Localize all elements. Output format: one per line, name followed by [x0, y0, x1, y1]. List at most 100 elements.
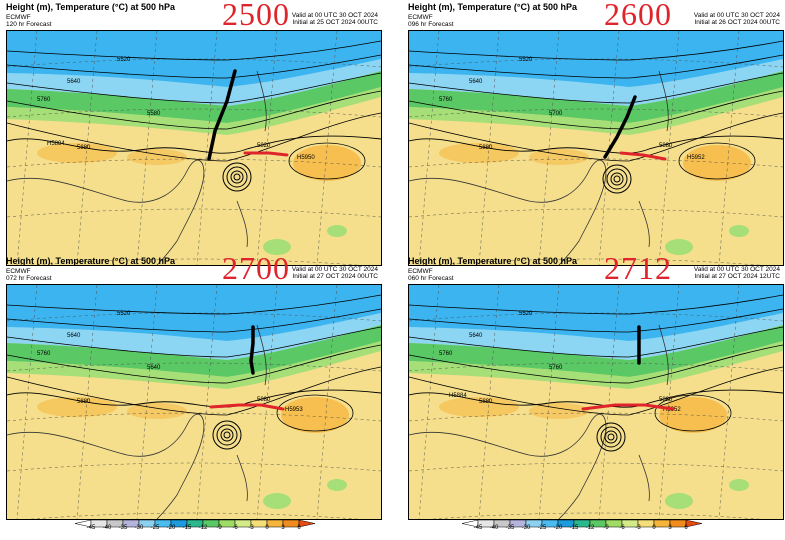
colorbar-tick-label: -9 — [603, 525, 609, 531]
colorbar-tick-label: -45 — [86, 525, 96, 531]
map-area: 5520 5640 5760 5640 5880 5880 H5953 — [6, 284, 382, 520]
trough-axis-line — [603, 95, 637, 159]
panel-2600: Height (m), Temperature (°C) at 500 hPa … — [406, 0, 784, 266]
contour-label: 5640 — [147, 365, 161, 371]
initial-time: Initial at 25 OCT 2024 00UTC — [292, 19, 378, 26]
contour-label: 5700 — [549, 111, 563, 117]
ridge-axis-line — [243, 151, 289, 157]
initial-time: Initial at 27 OCT 2024 12UTC — [694, 273, 780, 280]
typhoon-contour — [223, 431, 231, 439]
initial-time: Initial at 27 OCT 2024 00UTC — [292, 273, 378, 280]
height-contour — [7, 54, 381, 79]
colorbar-svg — [74, 519, 316, 528]
typhoon-contour — [233, 173, 241, 181]
lat-line — [430, 512, 762, 519]
colorbar-tick-label: -6 — [619, 525, 625, 531]
colorbar-tick-label: -3 — [248, 525, 254, 531]
run-stamp: 2600 — [604, 0, 672, 32]
lat-line — [7, 312, 381, 322]
height-contour — [409, 112, 783, 162]
contour-5880 — [409, 135, 783, 154]
warm-patch — [281, 397, 349, 433]
warm-patch — [37, 397, 117, 417]
forecast-hour: 060 hr Forecast — [408, 275, 454, 282]
ridge-axis-line — [581, 403, 675, 411]
height-contour — [7, 294, 381, 315]
colorbar-tick-label: -40 — [102, 525, 112, 531]
colorbar-swatch — [685, 519, 703, 528]
contour-label: 5880 — [479, 145, 493, 151]
panel-title: Height (m), Temperature (°C) at 500 hPa — [6, 256, 175, 266]
contour-label: 5880 — [77, 145, 91, 151]
valid-time: Valid at 00 UTC 30 OCT 2024 — [693, 12, 780, 19]
colorbar-tick-label: 6 — [297, 525, 301, 531]
high-label: H5953 — [285, 407, 303, 413]
map-svg: 5520 5640 5760 5700 5880 5880 H5952 — [409, 31, 783, 265]
contour-label: 5760 — [549, 365, 563, 371]
colorbar-tick-label: -12 — [198, 525, 208, 531]
lat-line — [409, 58, 783, 68]
green-patch — [665, 239, 693, 255]
colorbar-svg — [461, 519, 703, 528]
coastline — [7, 413, 205, 519]
height-contour — [409, 72, 783, 104]
trough-axis-line — [249, 325, 255, 375]
contour-5880 — [409, 389, 783, 408]
panel-title: Height (m), Temperature (°C) at 500 hPa — [408, 256, 577, 266]
height-contour — [409, 366, 783, 416]
high-contour — [276, 394, 354, 432]
colorbar-swatch — [298, 519, 316, 528]
panel-2700: Height (m), Temperature (°C) at 500 hPa … — [4, 250, 382, 520]
height-contour — [7, 90, 381, 130]
height-contour — [7, 112, 381, 162]
colorbar-right: -45 -40 -35 -30 -25 -20 -15 -12 -9 -6 -3 0 3 6 — [461, 516, 706, 534]
typhoon-contour — [596, 422, 626, 452]
run-stamp: 2700 — [222, 250, 290, 286]
colorbar-tick-label: 6 — [684, 525, 688, 531]
run-stamp: 2712 — [604, 250, 672, 286]
contour-label: 5760 — [439, 97, 453, 103]
colorbar-tick-label: -30 — [521, 525, 531, 531]
typhoon-contour — [220, 428, 234, 442]
colorbar-left: -45 -40 -35 -30 -25 -20 -15 -12 -9 -6 -3 0 3 6 — [74, 516, 319, 534]
lat-line — [409, 462, 783, 472]
colorbar-tick-label: 3 — [668, 525, 672, 531]
height-contour — [409, 344, 783, 384]
panel-2712: Height (m), Temperature (°C) at 500 hPa … — [406, 250, 784, 520]
warm-patch — [439, 397, 519, 417]
warm-patch — [439, 143, 519, 163]
colorbar-tick-label: -12 — [585, 525, 595, 531]
colorbar-tick-label: -25 — [150, 525, 160, 531]
colorbar-tick-label: 0 — [265, 525, 269, 531]
map-area: 5520 5640 5760 5700 5880 5880 H5952 — [408, 30, 784, 266]
contour-label: 5640 — [469, 79, 483, 85]
panel-title: Height (m), Temperature (°C) at 500 hPa — [408, 2, 577, 12]
contour-5880 — [7, 389, 381, 408]
coastline — [7, 159, 205, 265]
colorbar-tick-label: -35 — [118, 525, 128, 531]
light-green-band — [7, 341, 381, 389]
height-contour — [7, 40, 381, 61]
panel-title: Height (m), Temperature (°C) at 500 hPa — [6, 2, 175, 12]
forecast-hour: 120 hr Forecast — [6, 21, 52, 28]
trough-axis-line — [207, 69, 237, 161]
height-contour — [409, 294, 783, 315]
lat-line — [28, 258, 360, 265]
ridge-axis-line — [209, 403, 285, 411]
typhoon-contour — [613, 175, 621, 183]
high-label: H5950 — [297, 155, 315, 161]
forecast-hour: 072 hr Forecast — [6, 275, 52, 282]
typhoon-contour — [212, 420, 242, 450]
contour-label: 5880 — [659, 397, 673, 403]
colorbar-tick-label: -9 — [216, 525, 222, 531]
typhoon-contour — [600, 426, 622, 448]
lat-line — [409, 312, 783, 322]
typhoon-contour — [607, 433, 615, 441]
high-contour — [654, 394, 732, 432]
contour-label: 5580 — [147, 111, 161, 117]
typhoon-contour — [226, 166, 248, 188]
contour-label: 5640 — [67, 333, 81, 339]
contour-label: 5880 — [479, 399, 493, 405]
green-band — [409, 325, 783, 377]
